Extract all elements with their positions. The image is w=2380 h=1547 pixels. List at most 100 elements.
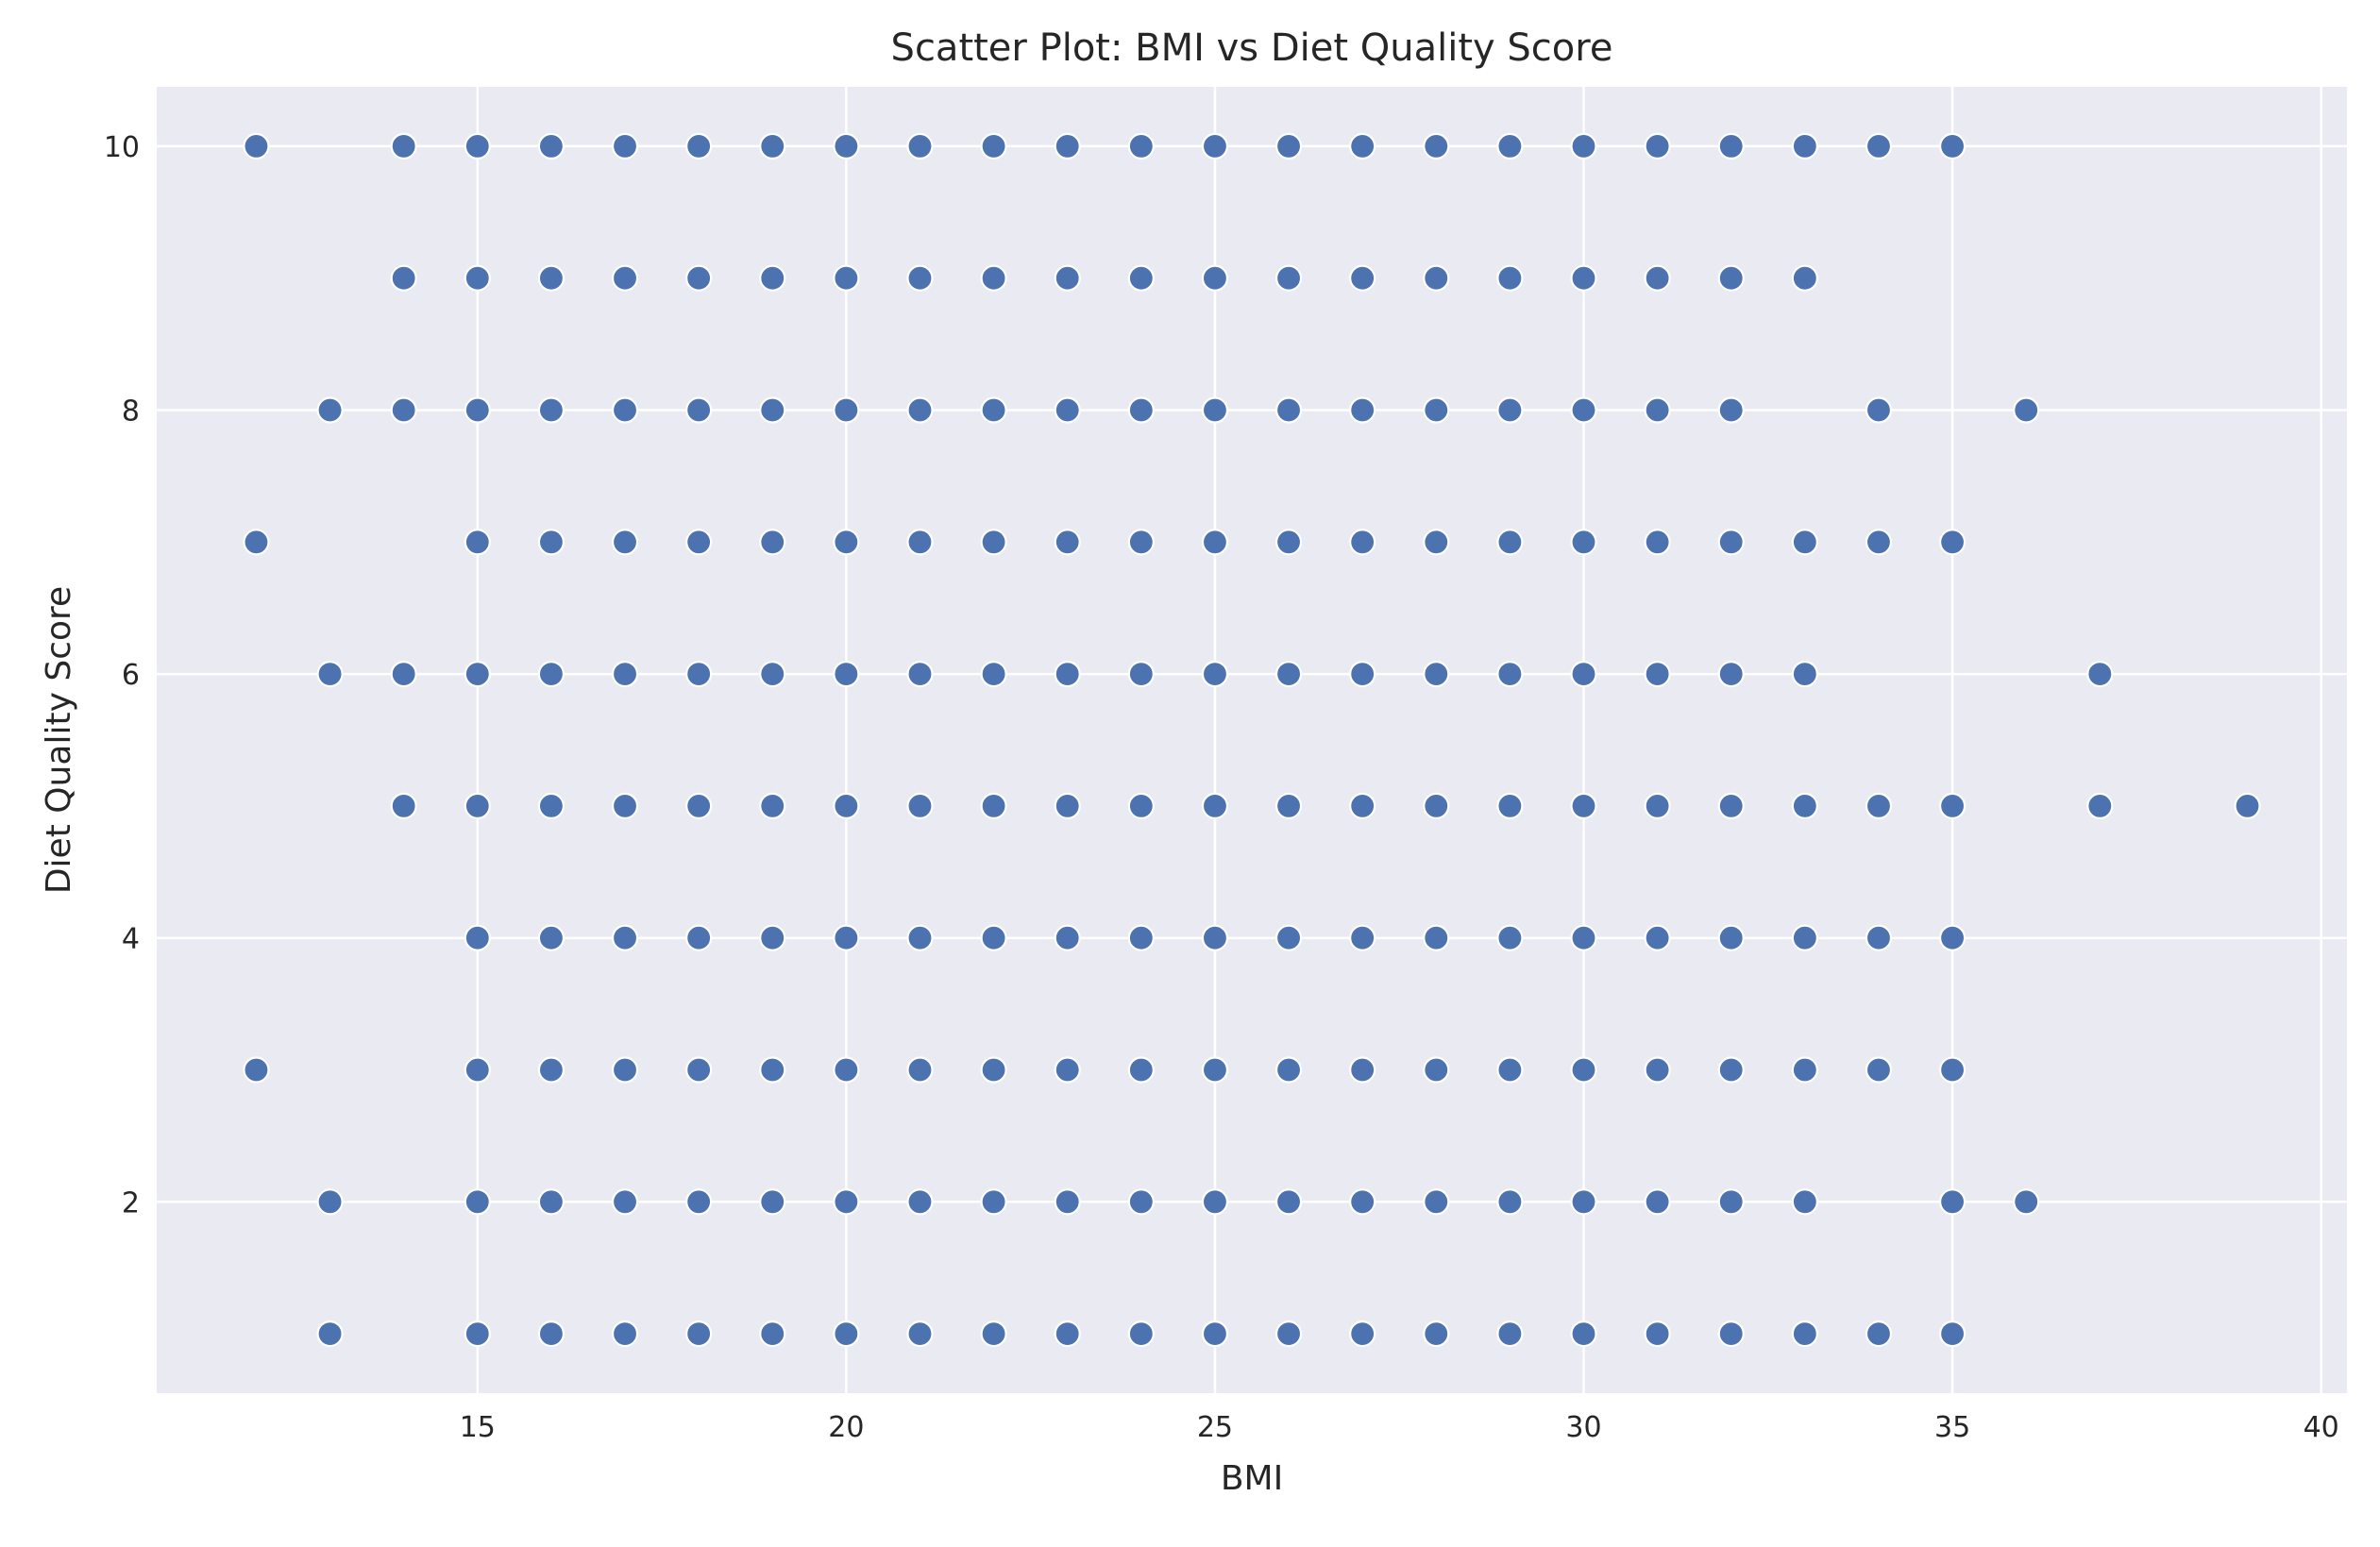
data-point (1496, 529, 1524, 556)
data-point (1349, 132, 1376, 160)
data-point (243, 1056, 270, 1084)
data-point (1938, 529, 1966, 556)
data-point (537, 792, 565, 819)
data-point (1496, 1056, 1524, 1084)
data-point (1201, 661, 1229, 688)
data-point (611, 924, 639, 951)
data-point (1791, 792, 1818, 819)
data-point (1201, 1320, 1229, 1348)
data-point (537, 661, 565, 688)
data-point (1717, 1320, 1745, 1348)
data-point (833, 396, 860, 424)
data-point (390, 132, 417, 160)
data-point (1865, 396, 1893, 424)
data-point (1570, 792, 1597, 819)
data-point (833, 924, 860, 951)
data-point (611, 264, 639, 292)
data-point (1570, 396, 1597, 424)
data-point (537, 529, 565, 556)
data-point (1644, 529, 1671, 556)
data-point (1349, 529, 1376, 556)
data-point (906, 924, 934, 951)
data-point (1865, 1056, 1893, 1084)
data-point (537, 924, 565, 951)
data-point (464, 132, 491, 160)
data-point (1274, 1320, 1303, 1348)
data-points (243, 132, 2261, 1348)
data-point (906, 396, 934, 424)
data-point (1127, 1056, 1155, 1084)
data-point (1938, 924, 1966, 951)
data-point (906, 529, 934, 556)
data-point (2086, 661, 2114, 688)
data-point (1644, 1056, 1671, 1084)
data-point (685, 1320, 713, 1348)
data-point (1496, 132, 1524, 160)
data-point (1201, 1188, 1229, 1216)
data-point (243, 132, 270, 160)
data-point (833, 529, 860, 556)
data-point (1201, 264, 1229, 292)
data-point (2013, 396, 2040, 424)
data-point (1644, 1188, 1671, 1216)
data-point (537, 264, 565, 292)
data-point (1274, 1188, 1303, 1216)
data-point (906, 1188, 934, 1216)
data-point (759, 792, 786, 819)
data-point (833, 264, 860, 292)
data-point (1570, 924, 1597, 951)
data-point (1349, 396, 1376, 424)
data-point (1644, 924, 1671, 951)
data-point (833, 792, 860, 819)
data-point (1865, 529, 1893, 556)
data-point (980, 1188, 1007, 1216)
grid-lines (157, 87, 2347, 1393)
data-point (1938, 132, 1966, 160)
data-point (1717, 792, 1745, 819)
data-point (1423, 1056, 1450, 1084)
data-point (1127, 529, 1155, 556)
data-point (464, 661, 491, 688)
data-point (1423, 792, 1450, 819)
data-point (1349, 1188, 1376, 1216)
data-point (1054, 1188, 1081, 1216)
data-point (390, 264, 417, 292)
data-point (1127, 1320, 1155, 1348)
data-point (464, 924, 491, 951)
data-point (1496, 264, 1524, 292)
data-point (1201, 924, 1229, 951)
data-point (611, 132, 639, 160)
data-point (906, 661, 934, 688)
data-point (1127, 264, 1155, 292)
data-point (243, 529, 270, 556)
data-point (1791, 529, 1818, 556)
data-point (1570, 1320, 1597, 1348)
x-tick-label: 35 (1934, 1411, 1970, 1444)
data-point (1791, 1320, 1818, 1348)
data-point (1349, 264, 1376, 292)
data-point (1054, 529, 1081, 556)
data-point (316, 1188, 344, 1216)
data-point (1938, 1320, 1966, 1348)
data-point (1644, 396, 1671, 424)
data-point (1496, 792, 1524, 819)
data-point (906, 1056, 934, 1084)
data-point (1054, 924, 1081, 951)
data-point (1717, 924, 1745, 951)
data-point (1496, 661, 1524, 688)
data-point (464, 792, 491, 819)
data-point (1423, 264, 1450, 292)
x-tick-label: 30 (1565, 1411, 1601, 1444)
data-point (833, 1320, 860, 1348)
data-point (1570, 264, 1597, 292)
y-tick-labels: 2 4 6 8 10 (104, 131, 140, 1219)
data-point (1201, 529, 1229, 556)
data-point (464, 1056, 491, 1084)
data-point (833, 1056, 860, 1084)
data-point (759, 924, 786, 951)
data-point (1865, 924, 1893, 951)
data-point (1791, 1056, 1818, 1084)
data-point (980, 661, 1007, 688)
data-point (1127, 1188, 1155, 1216)
data-point (611, 661, 639, 688)
